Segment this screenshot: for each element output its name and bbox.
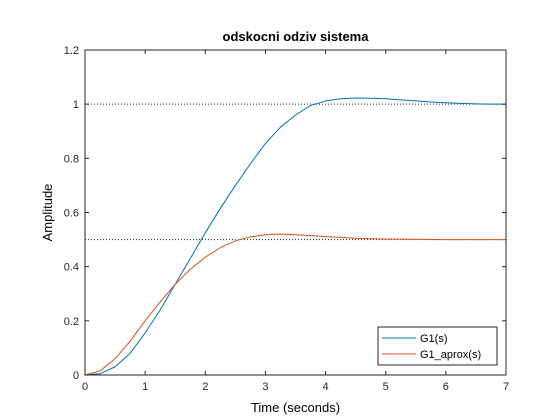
y-axis-label: Amplitude [40,184,55,242]
x-tick-label: 3 [262,381,268,393]
x-tick-label: 4 [323,381,329,393]
y-tick-label: 1.2 [64,45,79,57]
x-tick-label: 2 [202,381,208,393]
y-tick-label: 0.6 [64,208,79,220]
x-tick-label: 0 [82,381,88,393]
x-tick-label: 5 [383,381,389,393]
series-line-0 [84,97,506,376]
series-line-1 [84,233,506,376]
legend: G1(s) G1_aprox(s) [377,326,498,366]
x-axis-label: Time (seconds) [251,400,340,415]
plot-area [85,50,506,375]
y-tick-label: 0 [73,370,79,382]
chart-title: odskocni odziv sistema [223,29,370,44]
y-tick-label: 1 [73,99,79,111]
reference-lines [85,103,506,241]
y-axis-ticks: 0 0.2 0.4 0.6 0.8 1 1.2 [64,45,506,382]
y-tick-label: 0.2 [64,316,79,328]
legend-box [377,326,498,366]
x-axis-ticks: 0 1 2 3 4 5 6 7 [82,50,509,393]
legend-label-0: G1(s) [420,333,448,345]
y-tick-label: 0.4 [64,262,79,274]
x-tick-label: 1 [142,381,148,393]
x-tick-label: 7 [503,381,509,393]
x-tick-label: 6 [443,381,449,393]
y-tick-label: 0.8 [64,153,79,165]
series-layer [84,97,506,376]
legend-label-1: G1_aprox(s) [420,349,481,361]
